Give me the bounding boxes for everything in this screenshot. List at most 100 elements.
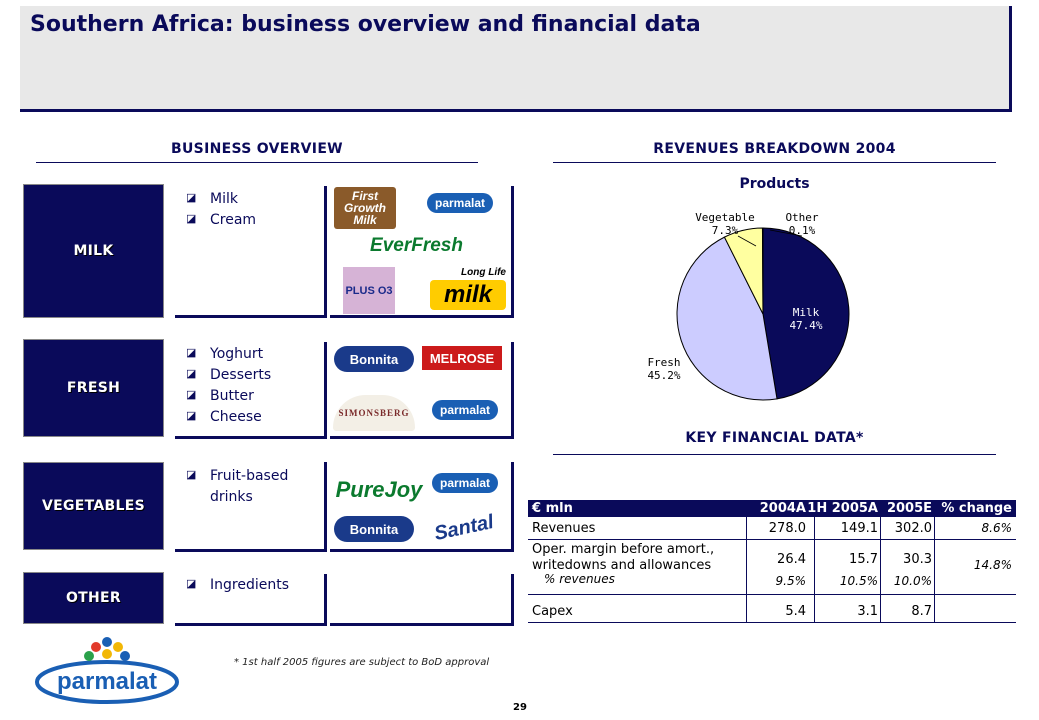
column-divider xyxy=(934,517,935,623)
cell: 30.3 xyxy=(903,552,932,567)
pie-value-label: 0.1% xyxy=(789,224,816,237)
column-divider xyxy=(814,517,815,623)
pie-value-label: 47.4% xyxy=(789,319,822,332)
column-divider xyxy=(880,517,881,623)
milk-items-panel xyxy=(175,186,327,318)
long-life-label: Long Life xyxy=(461,266,506,278)
everfresh-logo: EverFresh xyxy=(370,235,463,256)
fresh-logos-panel xyxy=(330,342,514,439)
cell: 8.6% xyxy=(981,521,1013,535)
other-logos-panel xyxy=(330,574,514,626)
business-overview-heading: BUSINESS OVERVIEW xyxy=(171,141,343,157)
fresh-items: ◪ Yoghurt ◪ Desserts ◪ Butter ◪ Cheese xyxy=(186,346,271,430)
category-fresh: FRESH xyxy=(23,339,164,437)
list-item: ◪ Fruit-based xyxy=(186,468,289,484)
cell: 10.5% xyxy=(839,574,878,588)
pie-label: Vegetable xyxy=(695,211,755,224)
bonnita-logo: Bonnita xyxy=(334,516,414,542)
list-item: ◪ Milk xyxy=(186,191,238,207)
bullet-icon: ◪ xyxy=(186,468,197,481)
col-header: 1H 2005A xyxy=(807,501,878,516)
pie-value-label: 45.2% xyxy=(647,369,680,382)
cell: 14.8% xyxy=(973,558,1012,572)
revenues-breakdown-heading: REVENUES BREAKDOWN 2004 xyxy=(653,141,896,157)
plus-o3-logo: PLUS O3 xyxy=(343,267,395,314)
divider xyxy=(553,454,996,455)
row-label: Capex xyxy=(532,604,573,619)
page-title: Southern Africa: business overview and f… xyxy=(30,12,701,37)
bullet-icon: ◪ xyxy=(186,346,197,359)
melrose-logo: MELROSE xyxy=(422,346,502,370)
col-header: 2005E xyxy=(886,501,932,516)
bullet-icon: ◪ xyxy=(186,367,197,380)
financial-table: € mln 2004A 1H 2005A 2005E % change Reve… xyxy=(528,500,1016,624)
list-item: ◪ Ingredients xyxy=(186,577,289,593)
chart-subtitle: Products xyxy=(739,176,810,192)
cell: 149.1 xyxy=(840,521,878,536)
bullet-icon: ◪ xyxy=(186,191,197,204)
bullet-icon: ◪ xyxy=(186,212,197,225)
list-item: ◪ Yoghurt xyxy=(186,346,264,362)
col-header: 2004A xyxy=(759,501,806,516)
list-item: ◪ Cream xyxy=(186,212,257,228)
pie-slice-other xyxy=(761,227,764,315)
cell: 26.4 xyxy=(777,552,806,567)
other-items: ◪ Ingredients xyxy=(186,577,289,598)
divider xyxy=(553,162,996,163)
footer-logo-text: parmalat xyxy=(57,668,157,695)
bonnita-logo: Bonnita xyxy=(334,346,414,372)
milk-items: ◪ Milk ◪ Cream xyxy=(186,191,256,233)
footnote: * 1st half 2005 figures are subject to B… xyxy=(234,657,490,668)
vegetables-logos-panel xyxy=(330,462,514,552)
cell: 3.1 xyxy=(857,604,878,619)
first-growth-milk-logo: First Growth Milk xyxy=(334,187,396,229)
milk-logo: milk xyxy=(430,280,506,310)
col-header: € mln xyxy=(532,501,573,516)
column-divider xyxy=(746,517,747,623)
row-divider xyxy=(528,594,1016,595)
cell: 15.7 xyxy=(849,552,878,567)
vegetables-items-panel xyxy=(175,462,327,552)
title-box xyxy=(20,6,1012,112)
row-label: writedowns and allowances xyxy=(532,558,712,573)
fresh-items-panel xyxy=(175,342,327,439)
parmalat-logo: parmalat xyxy=(424,466,506,500)
pie-label: Fresh xyxy=(647,356,680,369)
row-divider xyxy=(528,622,1016,623)
pie-label: Milk xyxy=(793,306,820,319)
cell: 10.0% xyxy=(893,574,932,588)
cell: 9.5% xyxy=(775,574,807,588)
pie-slice-fresh xyxy=(676,236,778,401)
row-label: % revenues xyxy=(544,572,615,586)
cell: 302.0 xyxy=(894,521,932,536)
key-financial-heading: KEY FINANCIAL DATA* xyxy=(685,430,864,446)
bullet-icon: ◪ xyxy=(186,577,197,590)
bullet-icon: ◪ xyxy=(186,388,197,401)
list-item: ◪ Butter xyxy=(186,388,254,404)
row-label: Revenues xyxy=(532,521,596,536)
category-vegetables: VEGETABLES xyxy=(23,462,164,550)
vegetables-items: ◪ Fruit-based drinks xyxy=(186,468,288,510)
pie-slice-milk xyxy=(762,227,850,400)
purejoy-logo: PureJoy xyxy=(335,477,423,502)
row-divider xyxy=(528,539,1016,540)
page-number: 29 xyxy=(513,702,527,713)
bullet-icon: ◪ xyxy=(186,409,197,422)
leader-line xyxy=(737,235,757,247)
cell: 5.4 xyxy=(785,604,806,619)
simonsberg-logo: SIMONSBERG xyxy=(333,395,415,431)
table-header xyxy=(528,500,1016,517)
other-items-panel xyxy=(175,574,327,626)
col-header: % change xyxy=(941,501,1012,516)
parmalat-logo: parmalat xyxy=(424,393,506,427)
list-item: drinks xyxy=(210,489,253,505)
cell: 278.0 xyxy=(768,521,806,536)
divider xyxy=(36,162,478,163)
pie-value-label: 7.3% xyxy=(712,224,739,237)
category-other: OTHER xyxy=(23,572,164,624)
category-milk: MILK xyxy=(23,184,164,318)
pie-label: Other xyxy=(785,211,818,224)
milk-logos-panel xyxy=(330,186,514,318)
parmalat-footer-logo: parmalat xyxy=(35,637,179,704)
